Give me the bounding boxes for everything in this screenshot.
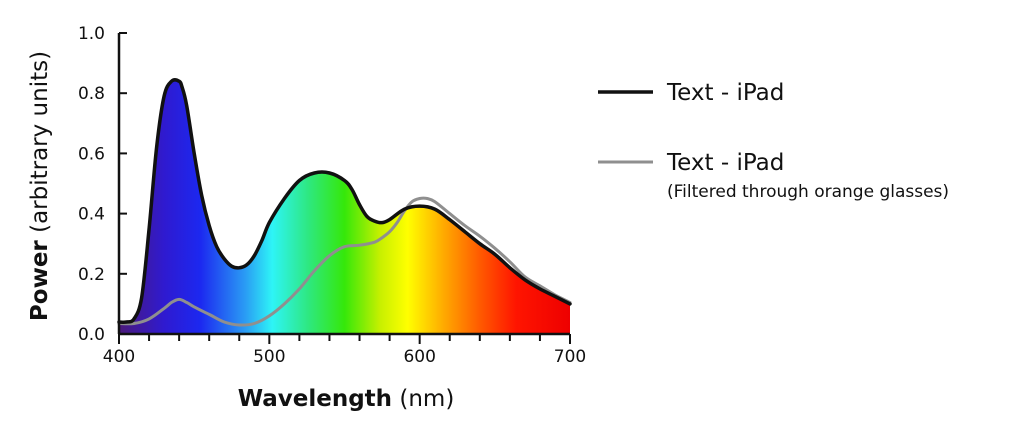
series-line-ipad: [117, 78, 572, 324]
x-tick-label: 400: [103, 347, 135, 367]
y-tick-label: 0.4: [78, 205, 105, 225]
x-axis-title-bold: Wavelength: [238, 386, 392, 412]
x-axis-title: Wavelength (nm): [238, 386, 455, 412]
y-tick-label: 1.0: [78, 24, 105, 44]
legend: Text - iPad Text - iPad (Filtered throug…: [598, 80, 949, 202]
series-line-ipad-filtered: [117, 196, 572, 327]
x-axis-title-unit: (nm): [399, 386, 454, 412]
legend-sublabel-ipad-filtered: (Filtered through orange glasses): [667, 182, 949, 202]
y-tick-label: 0.0: [78, 325, 105, 345]
y-tick-label: 0.2: [78, 265, 105, 285]
x-tick-label: 500: [253, 347, 285, 367]
spectrum-fill-area: [119, 79, 570, 334]
y-tick-label: 0.8: [78, 84, 105, 104]
y-axis-title: Power (arbitrary units): [27, 51, 53, 321]
x-tick-label: 700: [554, 347, 586, 367]
legend-label-ipad-filtered: Text - iPad: [666, 150, 784, 176]
y-axis-title-unit: (arbitrary units): [27, 51, 53, 233]
x-tick-label: 600: [403, 347, 435, 367]
legend-label-ipad: Text - iPad: [666, 80, 784, 106]
y-axis-title-bold: Power: [27, 240, 53, 322]
y-tick-label: 0.6: [78, 144, 105, 164]
